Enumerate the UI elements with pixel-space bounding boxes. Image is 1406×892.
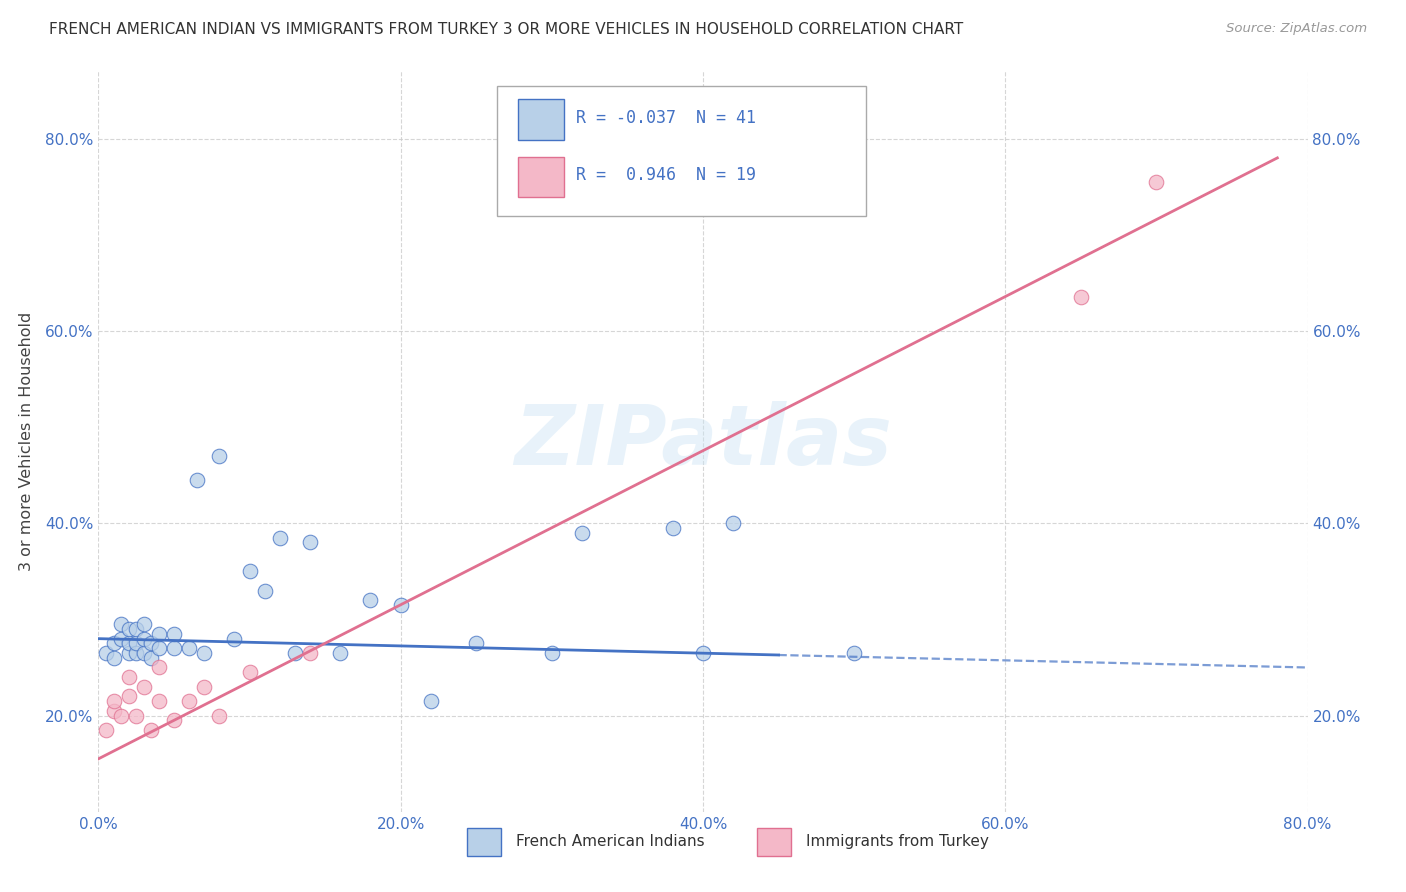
Point [125, 622, 148, 636]
Point [661, 521, 683, 535]
Point [208, 449, 231, 463]
Point [253, 583, 276, 598]
Text: R =  0.946  N = 19: R = 0.946 N = 19 [576, 166, 756, 184]
Point [179, 641, 201, 656]
Text: R = -0.037  N = 41: R = -0.037 N = 41 [576, 109, 756, 127]
Point [118, 670, 141, 684]
Point [239, 565, 262, 579]
Point [94, 646, 117, 660]
Point [571, 525, 593, 540]
Point [389, 598, 412, 612]
Point [110, 708, 132, 723]
Point [1070, 290, 1092, 304]
Point [125, 708, 148, 723]
Point [132, 632, 155, 646]
Point [269, 531, 291, 545]
Point [723, 516, 745, 531]
Text: Source: ZipAtlas.com: Source: ZipAtlas.com [1226, 22, 1367, 36]
Point [299, 646, 322, 660]
Point [193, 646, 215, 660]
Point [186, 473, 208, 487]
Point [103, 694, 125, 708]
Point [118, 636, 141, 650]
Point [692, 646, 714, 660]
Point [1144, 175, 1167, 189]
Point [179, 694, 201, 708]
Point [148, 641, 170, 656]
Point [110, 617, 132, 632]
Text: Immigrants from Turkey: Immigrants from Turkey [806, 834, 988, 849]
Point [118, 690, 141, 704]
Point [360, 593, 382, 607]
Point [329, 646, 352, 660]
Text: ZIPatlas: ZIPatlas [515, 401, 891, 482]
Point [163, 641, 186, 656]
Point [132, 680, 155, 694]
Point [118, 622, 141, 636]
FancyBboxPatch shape [498, 87, 866, 216]
Text: French American Indians: French American Indians [516, 834, 704, 849]
Point [193, 680, 215, 694]
Point [141, 723, 163, 737]
Point [141, 651, 163, 665]
Point [148, 694, 170, 708]
Point [125, 636, 148, 650]
Point [284, 646, 307, 660]
Text: FRENCH AMERICAN INDIAN VS IMMIGRANTS FROM TURKEY 3 OR MORE VEHICLES IN HOUSEHOLD: FRENCH AMERICAN INDIAN VS IMMIGRANTS FRO… [49, 22, 963, 37]
Point [125, 646, 148, 660]
Point [132, 646, 155, 660]
Point [103, 636, 125, 650]
Point [163, 627, 186, 641]
Point [465, 636, 488, 650]
Point [141, 636, 163, 650]
Point [163, 714, 186, 728]
Point [844, 646, 866, 660]
Point [94, 723, 117, 737]
Point [118, 646, 141, 660]
Point [208, 708, 231, 723]
Point [132, 617, 155, 632]
Point [103, 704, 125, 718]
Point [239, 665, 262, 680]
Point [103, 651, 125, 665]
Point [420, 694, 443, 708]
Point [148, 660, 170, 674]
FancyBboxPatch shape [467, 828, 501, 856]
Point [540, 646, 562, 660]
FancyBboxPatch shape [517, 100, 564, 140]
Point [110, 632, 132, 646]
Point [224, 632, 246, 646]
FancyBboxPatch shape [517, 156, 564, 197]
Point [148, 627, 170, 641]
Y-axis label: 3 or more Vehicles in Household: 3 or more Vehicles in Household [18, 312, 34, 571]
Point [299, 535, 322, 549]
FancyBboxPatch shape [758, 828, 792, 856]
